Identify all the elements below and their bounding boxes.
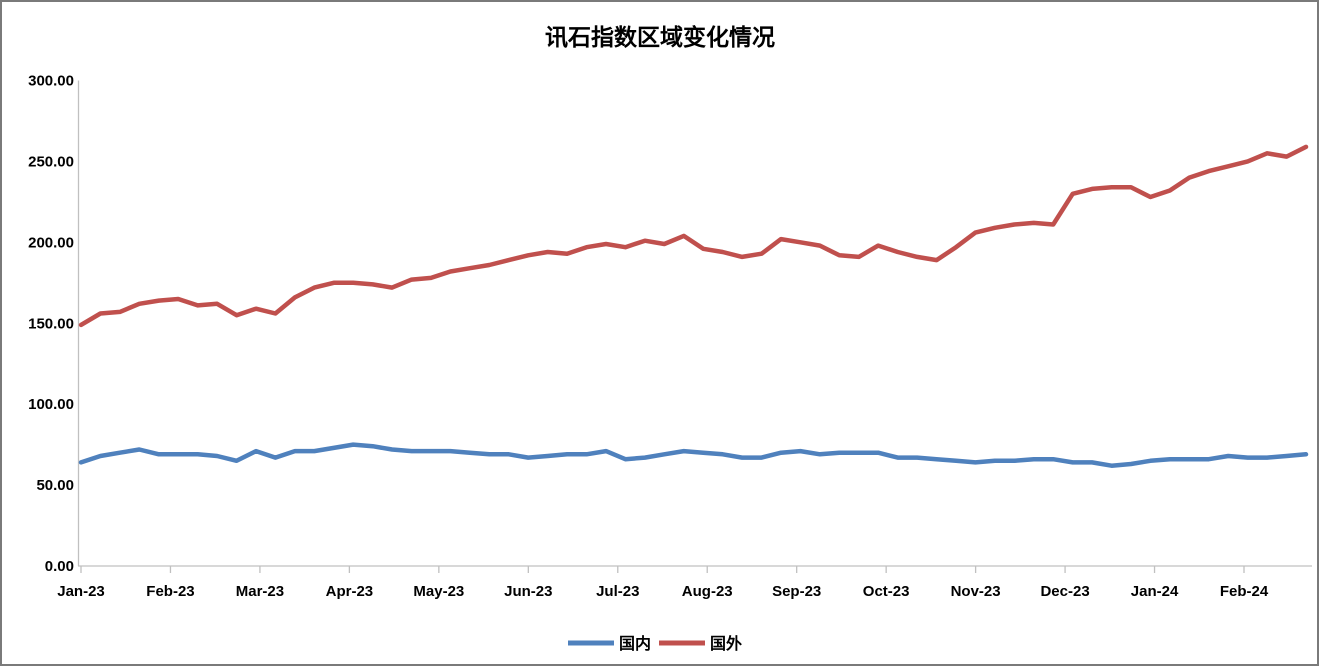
x-axis-tick-label: Aug-23	[682, 583, 733, 600]
x-axis-tick-label: Feb-23	[146, 583, 194, 600]
y-axis-tick-label: 300.00	[28, 73, 74, 90]
series-line-foreign	[78, 144, 1309, 328]
y-axis-tick-label: 50.00	[36, 477, 74, 494]
y-axis-tick-label: 150.00	[28, 315, 74, 332]
x-axis-tick-label: Apr-23	[326, 583, 374, 600]
legend-label-domestic: 国内	[619, 634, 651, 653]
x-axis-tick-label: Jun-23	[504, 583, 552, 600]
series-lines	[78, 144, 1309, 468]
x-axis-tick-label: Jan-24	[1131, 583, 1179, 600]
chart-title: 讯石指数区域变化情况	[545, 24, 775, 50]
y-axis-tick-label: 200.00	[28, 234, 74, 251]
x-axis-tick-label: May-23	[413, 583, 464, 600]
x-axis-tick-label: Jul-23	[596, 583, 639, 600]
x-axis-tick-label: Dec-23	[1040, 583, 1089, 600]
x-axis-tick-label: Mar-23	[236, 583, 284, 600]
axes: 0.00 50.00 100.00 150.00 200.00 250.00 300.00 J…	[28, 73, 1312, 600]
x-axis-tick-label: Nov-23	[951, 583, 1001, 600]
x-axis-tick-label: Jan-23	[57, 583, 105, 600]
series-line-domestic	[78, 442, 1309, 468]
x-axis-tick-label: Feb-24	[1220, 583, 1269, 600]
x-axis-tick-label: Oct-23	[863, 583, 910, 600]
legend-label-foreign: 国外	[710, 634, 742, 653]
y-axis-tick-label: 0.00	[45, 558, 74, 575]
y-axis-tick-label: 250.00	[28, 153, 74, 170]
y-axis-tick-label: 100.00	[28, 396, 74, 413]
x-axis-tick-label: Sep-23	[772, 583, 821, 600]
legend: 国内 国外	[568, 634, 742, 653]
